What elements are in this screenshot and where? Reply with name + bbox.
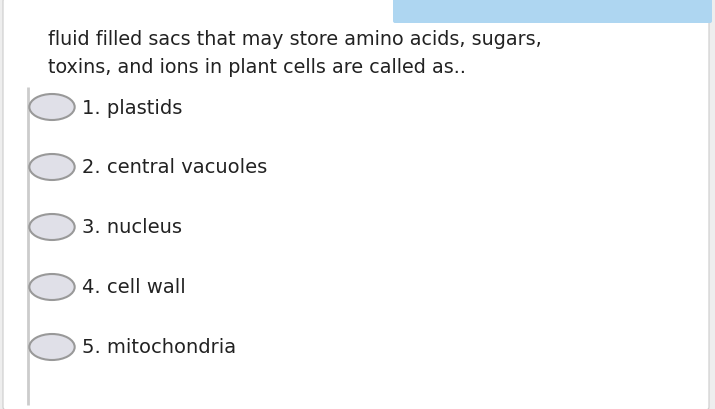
Ellipse shape: [29, 155, 74, 180]
Text: 3. nucleus: 3. nucleus: [82, 218, 182, 237]
Ellipse shape: [29, 95, 74, 121]
Text: 2. central vacuoles: 2. central vacuoles: [82, 158, 267, 177]
FancyBboxPatch shape: [3, 0, 709, 409]
Text: 4. cell wall: 4. cell wall: [82, 278, 186, 297]
FancyBboxPatch shape: [393, 0, 712, 24]
Text: 5. mitochondria: 5. mitochondria: [82, 338, 236, 357]
Text: 1. plastids: 1. plastids: [82, 98, 182, 117]
Ellipse shape: [29, 334, 74, 360]
Ellipse shape: [29, 214, 74, 240]
Text: fluid filled sacs that may store amino acids, sugars,: fluid filled sacs that may store amino a…: [48, 30, 542, 49]
Ellipse shape: [29, 274, 74, 300]
Text: toxins, and ions in plant cells are called as..: toxins, and ions in plant cells are call…: [48, 58, 466, 77]
